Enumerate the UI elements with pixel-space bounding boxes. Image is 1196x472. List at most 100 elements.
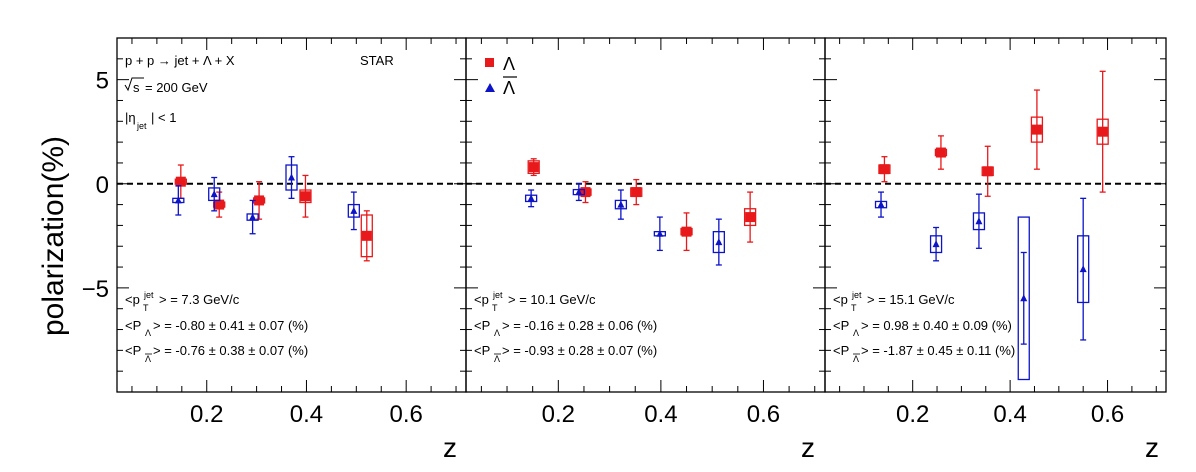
series-lambda bbox=[174, 164, 373, 262]
mean-pantilambda-prefix: <P bbox=[474, 343, 490, 358]
data-point-antilambda bbox=[1079, 265, 1087, 273]
sys-error-box bbox=[527, 160, 540, 175]
data-point-antilambda bbox=[527, 194, 535, 202]
data-point-antilambda bbox=[1020, 294, 1028, 302]
legend-antilambda-label: Λ bbox=[503, 78, 515, 98]
data-point-antilambda bbox=[656, 229, 664, 237]
data-point-lambda bbox=[580, 187, 591, 198]
data-point-lambda bbox=[879, 164, 890, 175]
eta-cut-label: |η jet | < 1 bbox=[125, 110, 176, 131]
data-point-antilambda bbox=[975, 217, 983, 225]
x-tick-label: 0.6 bbox=[747, 401, 780, 428]
data-point-antilambda bbox=[617, 200, 625, 208]
mean-plambda-prefix: <P bbox=[474, 318, 490, 333]
mean-pantilambda-prefix: <P bbox=[125, 343, 141, 358]
sys-error-box bbox=[1077, 235, 1090, 304]
svg-text:jet: jet bbox=[136, 121, 147, 131]
data-point-antilambda bbox=[877, 200, 885, 208]
mean-pt-value: > = 15.1 GeV/c bbox=[867, 292, 955, 307]
data-point-lambda bbox=[745, 212, 756, 223]
x-tick-label: 0.4 bbox=[290, 401, 323, 428]
experiment-label: STAR bbox=[360, 53, 394, 68]
mean-pantilambda-sub: Λ bbox=[145, 354, 151, 364]
data-point-antilambda bbox=[288, 173, 295, 181]
mean-plambda-prefix: <P bbox=[125, 318, 141, 333]
data-point-antilambda bbox=[210, 190, 218, 198]
sys-error-box bbox=[1030, 116, 1044, 143]
x-tick-label: 0.4 bbox=[644, 401, 677, 428]
sys-error-box bbox=[1017, 216, 1030, 381]
x-tick-label: 0.4 bbox=[993, 401, 1026, 428]
mean-plambda-prefix: <P bbox=[833, 318, 849, 333]
sys-error-box bbox=[929, 235, 943, 254]
mean-pantilambda-sub: Λ bbox=[494, 354, 500, 364]
data-point-lambda bbox=[175, 176, 186, 187]
data-point-antilambda bbox=[350, 206, 358, 214]
mean-pt-sup: jet bbox=[143, 290, 154, 300]
data-point-lambda bbox=[935, 147, 946, 158]
mean-pt-sup: jet bbox=[492, 290, 503, 300]
x-axis-label-2: z bbox=[801, 432, 815, 463]
x-tick-label: 0.2 bbox=[542, 401, 575, 428]
mean-plambda-line: <P Λ > = -0.80 ± 0.41 ± 0.07 (%) bbox=[125, 318, 308, 338]
data-point-lambda bbox=[361, 230, 372, 241]
eta-cut-value: | < 1 bbox=[151, 110, 176, 125]
mean-pt-value: > = 10.1 GeV/c bbox=[508, 292, 596, 307]
mean-pt-value: > = 7.3 GeV/c bbox=[159, 292, 240, 307]
sqrt-icon bbox=[124, 77, 144, 92]
mean-pt-line: <p jet T > = 15.1 GeV/c bbox=[833, 290, 955, 313]
legend: Λ Λ bbox=[485, 54, 517, 98]
mean-plambda-line: <P Λ > = 0.98 ± 0.40 ± 0.09 (%) bbox=[833, 318, 1012, 338]
sys-error-box bbox=[972, 212, 986, 231]
series-antilambda bbox=[874, 191, 1090, 381]
sys-error-box bbox=[743, 208, 757, 227]
data-point-antilambda bbox=[715, 238, 723, 246]
series-lambda bbox=[878, 70, 1109, 197]
sys-error-box bbox=[614, 199, 628, 210]
svg-text:|η: |η bbox=[125, 110, 136, 125]
data-point-antilambda bbox=[575, 188, 583, 196]
mean-plambda-sub: Λ bbox=[853, 328, 859, 338]
mean-plambda-value: > = -0.16 ± 0.28 ± 0.06 (%) bbox=[502, 318, 657, 333]
data-point-antilambda bbox=[249, 213, 257, 221]
mean-pantilambda-value: > = -0.76 ± 0.38 ± 0.07 (%) bbox=[153, 343, 308, 358]
reaction-label: p + p → jet + Λ + X bbox=[125, 53, 235, 68]
sys-error-box bbox=[1096, 118, 1109, 145]
mean-pt-sub: T bbox=[492, 303, 498, 313]
svg-text:s: s bbox=[133, 80, 140, 95]
data-point-antilambda bbox=[174, 196, 182, 204]
y-tick-label: −5 bbox=[82, 276, 109, 303]
data-point-lambda bbox=[254, 195, 265, 206]
mean-pantilambda-sub: Λ bbox=[853, 354, 859, 364]
y-axis-label: polarization(%) bbox=[37, 136, 70, 336]
y-tick-label: 0 bbox=[96, 172, 109, 199]
x-axis-label-1: z bbox=[443, 432, 457, 463]
legend-antilambda-marker bbox=[485, 83, 495, 92]
legend-lambda-label: Λ bbox=[503, 54, 515, 74]
mean-pt-line: <p jet T > = 10.1 GeV/c bbox=[474, 290, 596, 313]
panel-frame bbox=[465, 37, 826, 393]
x-tick-label: 0.6 bbox=[389, 401, 422, 428]
legend-lambda-marker bbox=[485, 58, 494, 67]
mean-pantilambda-prefix: <P bbox=[833, 343, 849, 358]
x-tick-label: 0.2 bbox=[190, 401, 223, 428]
sys-error-box bbox=[285, 164, 298, 191]
data-point-lambda bbox=[528, 162, 539, 173]
mean-pt-prefix: <p bbox=[833, 292, 848, 307]
mean-pt-sub: T bbox=[851, 303, 857, 313]
data-point-lambda bbox=[631, 187, 642, 198]
data-point-lambda bbox=[982, 166, 993, 177]
data-point-lambda bbox=[1097, 126, 1108, 137]
series-antilambda bbox=[172, 156, 360, 235]
data-point-antilambda bbox=[932, 240, 940, 248]
series-antilambda bbox=[524, 183, 725, 266]
mean-pt-line: <p jet T > = 7.3 GeV/c bbox=[125, 290, 240, 313]
data-point-lambda bbox=[300, 191, 311, 202]
panel-frame bbox=[824, 37, 1167, 393]
mean-pt-prefix: <p bbox=[125, 292, 140, 307]
